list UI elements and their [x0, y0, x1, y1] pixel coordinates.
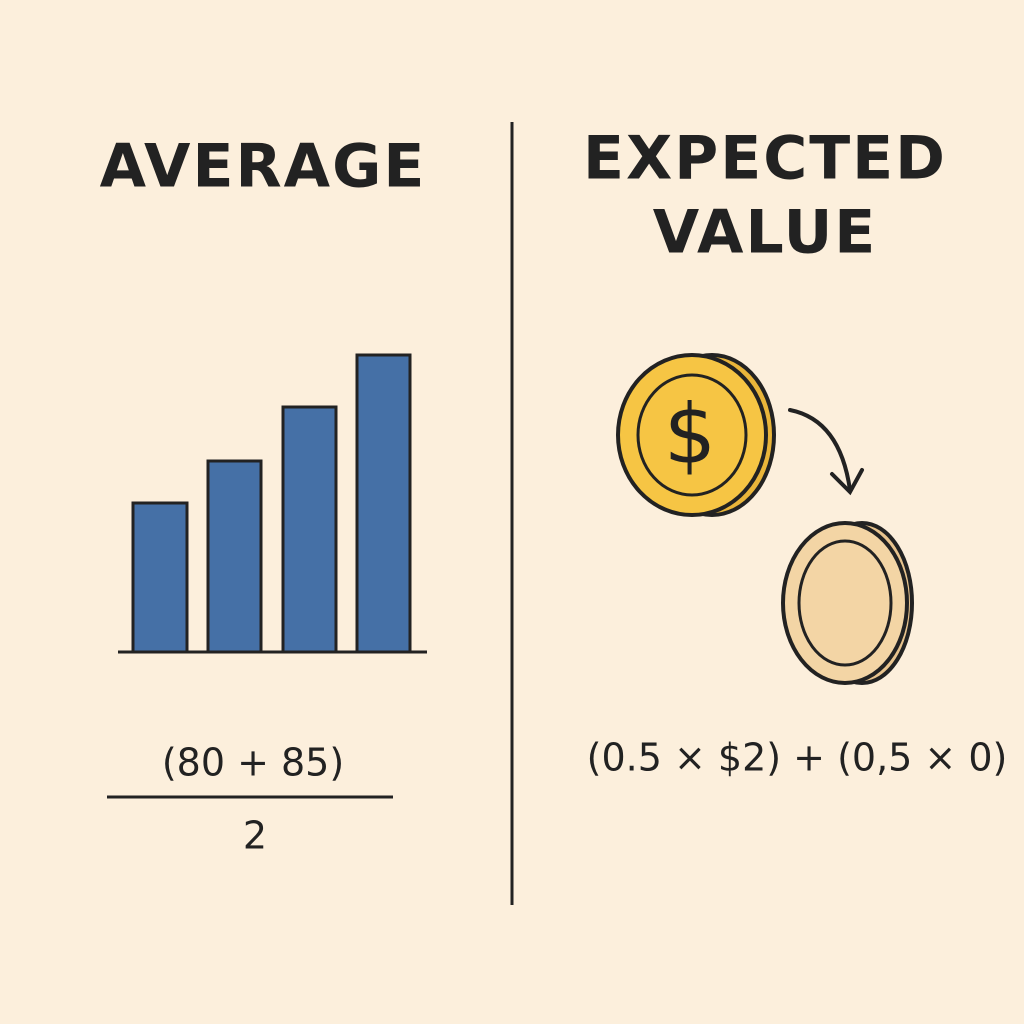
arrow-head — [830, 468, 864, 496]
gold-coin — [616, 353, 776, 517]
expected-formula: (0.5 × $2) + (0,5 × 0) — [587, 736, 1008, 780]
coin-rim — [636, 373, 748, 497]
arrow — [788, 408, 864, 496]
arrow-shaft — [788, 408, 852, 492]
bar-icon-bar — [206, 459, 263, 654]
coin-rim — [797, 539, 893, 667]
bar-icon-bar — [281, 405, 338, 654]
pale-coin — [781, 521, 914, 685]
denominator: 2 — [243, 814, 267, 858]
coin-symbol: $ — [664, 387, 716, 482]
bar-icon — [118, 353, 427, 654]
average-title: AVERAGE — [100, 132, 427, 202]
expected-title-line: EXPECTED — [583, 124, 947, 194]
bar-icon-bar — [131, 501, 189, 654]
bar-icon-bar — [355, 353, 412, 654]
numerator: (80 + 85) — [162, 741, 344, 785]
expected-title-line: VALUE — [653, 198, 878, 268]
